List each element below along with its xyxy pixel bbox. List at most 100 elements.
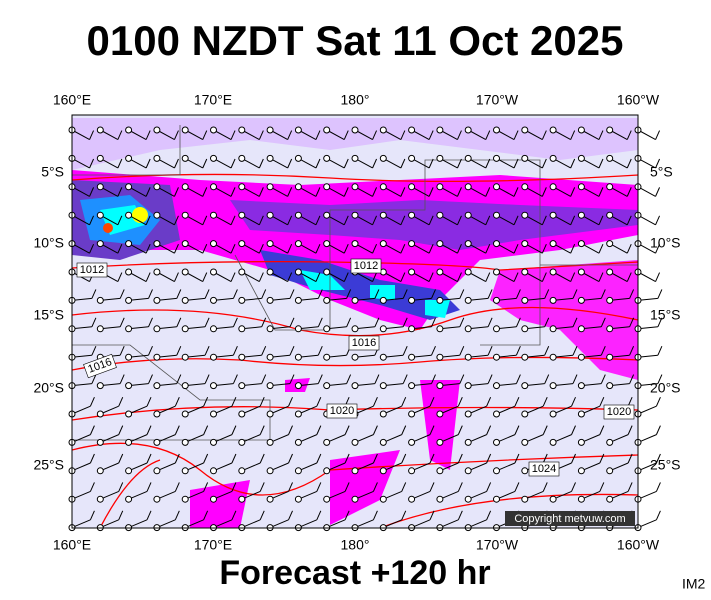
barb-station	[549, 438, 557, 446]
barb-station	[181, 211, 189, 219]
barb-station	[323, 240, 331, 248]
wind-barb	[436, 268, 462, 283]
barb-station	[294, 126, 302, 134]
barb-station	[606, 154, 614, 162]
barb-flag	[599, 482, 605, 492]
barb-station	[266, 268, 274, 276]
barb-station	[351, 240, 359, 248]
wind-barb	[266, 482, 293, 503]
barb-flag	[203, 482, 209, 492]
barb-flag	[487, 346, 493, 356]
barb-flag	[629, 317, 635, 328]
barb-station	[266, 154, 274, 162]
isobar-label-box	[83, 353, 117, 379]
barb-flag	[428, 158, 434, 169]
wind-barb	[464, 126, 491, 141]
barb-station	[493, 410, 500, 418]
barb-flag	[513, 187, 519, 197]
barb-flag	[287, 243, 293, 254]
barb-flag	[657, 289, 663, 299]
isobar-label-box	[528, 461, 560, 477]
isobar-label: 1016	[83, 353, 117, 379]
barb-station	[493, 240, 500, 248]
barb-station	[153, 325, 161, 333]
barb-flag	[600, 317, 606, 328]
wind-barb	[408, 346, 436, 361]
barb-station	[125, 240, 133, 248]
wind-barb	[577, 289, 606, 304]
barb-flag	[230, 130, 236, 140]
wind-barb	[493, 211, 519, 226]
isobar-label: 1020	[326, 403, 358, 419]
barb-flag	[145, 215, 151, 225]
barb-flag	[542, 482, 548, 492]
barb-station	[436, 296, 444, 304]
barb-flag	[343, 130, 349, 140]
barb-station	[210, 438, 217, 446]
wind-barb	[266, 211, 293, 226]
barb-station	[323, 211, 331, 219]
isobar-label: 1012	[350, 258, 382, 274]
wind-barb	[493, 425, 520, 446]
barb-station	[351, 438, 359, 446]
barb-flag	[148, 289, 153, 299]
barb-flag	[119, 374, 125, 384]
barb-station	[266, 353, 274, 361]
wind-barb	[238, 374, 267, 390]
wind-barb	[436, 126, 462, 141]
barb-station	[96, 126, 104, 134]
barb-station	[577, 438, 585, 446]
barb-flag	[261, 289, 267, 299]
barb-flag	[117, 215, 123, 225]
wind-barb	[96, 240, 123, 254]
wind-barb	[549, 482, 576, 503]
barb-flag	[202, 243, 208, 254]
barb-flag	[431, 317, 436, 328]
barb-flag	[202, 215, 208, 225]
wind-barb	[606, 482, 633, 503]
barb-flag	[514, 482, 520, 492]
barb-station	[521, 183, 529, 191]
wind-barb	[408, 425, 435, 446]
barb-flag	[401, 453, 407, 464]
barb-flag	[372, 510, 378, 521]
wind-barb	[153, 374, 182, 390]
barb-station	[549, 495, 557, 503]
wind-barb	[96, 126, 123, 141]
lon-label: 160°W	[617, 537, 660, 553]
wind-barb	[379, 211, 406, 226]
isobar-label-text: 1016	[352, 337, 376, 349]
barb-station	[266, 126, 274, 134]
wind-barb	[266, 154, 293, 169]
barb-flag	[258, 158, 264, 169]
barb-flag	[174, 482, 180, 492]
wind-barb	[181, 425, 209, 446]
wind-barb	[238, 482, 265, 503]
barb-flag	[145, 272, 151, 282]
barb-station	[238, 325, 246, 333]
wind-barb	[464, 346, 493, 361]
wind-barb	[634, 289, 663, 304]
wind-barb	[351, 211, 378, 226]
wind-barb	[210, 289, 238, 304]
barb-station	[294, 183, 302, 191]
isobar-label: 1012	[76, 262, 108, 278]
wind-barb	[96, 211, 123, 226]
barb-station	[606, 240, 614, 248]
isobar-label-box	[326, 403, 358, 419]
wind-barb	[266, 346, 295, 361]
wind-barb	[408, 482, 435, 503]
barb-station	[379, 211, 387, 219]
barb-flag	[599, 425, 605, 435]
barb-station	[238, 211, 246, 219]
barb-flag	[374, 289, 380, 299]
barb-flag	[627, 453, 633, 464]
isobar-label: 1020	[603, 404, 635, 420]
wind-barb	[549, 317, 578, 333]
barb-flag	[261, 317, 267, 328]
wind-barb	[323, 346, 352, 361]
barb-flag	[202, 187, 208, 197]
barb-station	[351, 296, 359, 304]
barb-station	[464, 438, 472, 446]
wind-barb	[408, 240, 434, 254]
